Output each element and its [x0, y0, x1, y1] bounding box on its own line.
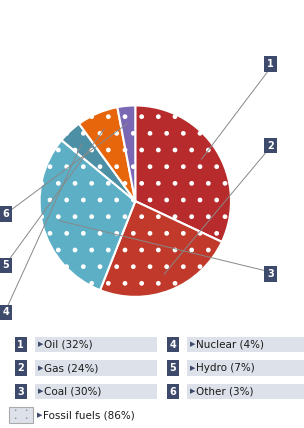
Text: 2: 2	[17, 363, 24, 373]
Text: •: •	[13, 408, 17, 413]
Text: ▶: ▶	[38, 365, 43, 371]
Text: ▶: ▶	[38, 342, 43, 348]
Wedge shape	[100, 201, 222, 297]
Text: 5: 5	[3, 260, 9, 270]
Text: 1: 1	[17, 339, 24, 350]
Text: •: •	[24, 416, 28, 421]
Text: Global energy
consumption 2014: Global energy consumption 2014	[21, 19, 179, 53]
Text: •: •	[13, 416, 17, 421]
Text: 3: 3	[267, 269, 274, 279]
Text: Nuclear (4%): Nuclear (4%)	[196, 339, 264, 350]
Text: Oil (32%): Oil (32%)	[44, 339, 93, 350]
Text: 6: 6	[169, 386, 176, 397]
Wedge shape	[79, 107, 135, 201]
Text: Hydro (7%): Hydro (7%)	[196, 363, 255, 373]
Text: 1: 1	[267, 59, 274, 69]
Text: ▶: ▶	[190, 342, 195, 348]
Text: Fossil fuels (86%): Fossil fuels (86%)	[43, 410, 135, 420]
Text: 4: 4	[169, 339, 176, 350]
Wedge shape	[117, 105, 135, 201]
Text: Coal (30%): Coal (30%)	[44, 386, 102, 397]
Text: ▶: ▶	[190, 389, 195, 395]
Wedge shape	[40, 140, 135, 290]
Text: 3: 3	[17, 386, 24, 397]
Text: ▶: ▶	[37, 412, 43, 418]
Text: •: •	[24, 408, 28, 413]
Text: Gas (24%): Gas (24%)	[44, 363, 98, 373]
Text: 5: 5	[169, 363, 176, 373]
Text: 6: 6	[3, 209, 9, 219]
Wedge shape	[135, 105, 231, 242]
Text: Other (3%): Other (3%)	[196, 386, 254, 397]
Text: ▶: ▶	[38, 389, 43, 395]
Text: ▶: ▶	[190, 365, 195, 371]
Wedge shape	[61, 124, 135, 201]
Text: 2: 2	[267, 140, 274, 151]
Text: 4: 4	[3, 307, 9, 318]
